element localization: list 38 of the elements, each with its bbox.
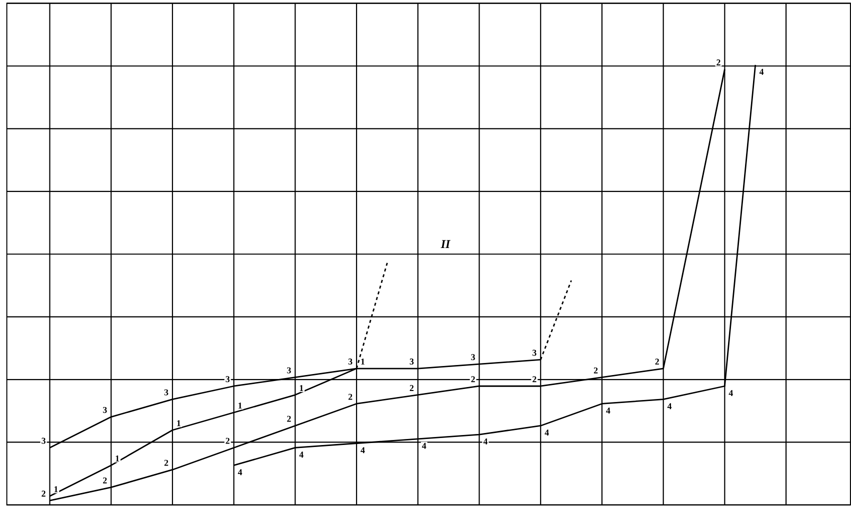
text: 2 xyxy=(42,490,46,497)
text: 2 xyxy=(103,478,107,484)
series-label: 4 xyxy=(360,447,365,454)
text: 3 xyxy=(226,376,230,382)
text: 4 xyxy=(422,443,426,449)
text: 1 xyxy=(177,420,180,426)
text: 4 xyxy=(483,438,488,444)
text: 4 xyxy=(759,68,764,75)
text: 3 xyxy=(348,358,352,365)
text: 2 xyxy=(410,385,414,392)
annotation: II xyxy=(440,240,450,248)
text: 1 xyxy=(300,385,304,392)
text: 3 xyxy=(287,367,291,374)
text: 2 xyxy=(716,60,720,66)
text: 2 xyxy=(164,460,168,466)
text: 1 xyxy=(238,402,242,409)
series-label: 3 xyxy=(410,358,414,365)
text: 4 xyxy=(606,408,610,414)
text: 3 xyxy=(42,438,46,444)
text: 4 xyxy=(728,390,733,396)
text: 2 xyxy=(655,358,659,365)
text: 3 xyxy=(164,389,168,396)
text: 3 xyxy=(103,407,107,414)
text: 3 xyxy=(532,350,536,356)
text: 4 xyxy=(667,403,672,410)
text: 2 xyxy=(594,368,598,374)
text: 1 xyxy=(361,358,365,365)
text: 2 xyxy=(471,376,475,382)
text: 4 xyxy=(544,430,549,436)
text: 2 xyxy=(348,394,352,400)
text: 4 xyxy=(299,452,304,458)
text: 2 xyxy=(226,438,230,444)
text: 3 xyxy=(471,354,475,360)
text: 1 xyxy=(116,456,120,462)
text: 4 xyxy=(238,469,242,476)
series-label: 2 xyxy=(532,376,536,382)
text: 2 xyxy=(287,416,291,422)
series-label: 1 xyxy=(54,486,58,492)
